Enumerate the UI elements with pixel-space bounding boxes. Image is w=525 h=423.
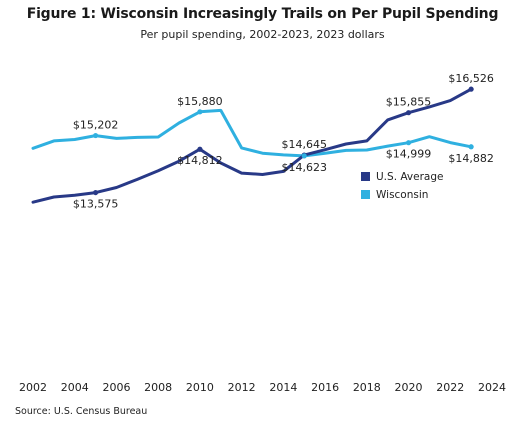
x-tick-label-2008: 2008: [144, 381, 172, 394]
x-tick-label-2022: 2022: [436, 381, 464, 394]
chart-title: Figure 1: Wisconsin Increasingly Trails …: [26, 6, 499, 22]
data-point-marker-us-2010: [197, 146, 203, 152]
x-tick-label-2012: 2012: [228, 381, 256, 394]
data-label-us-2010: $14,812: [177, 154, 223, 167]
data-point-marker-wi-2005: [92, 132, 99, 139]
source-note: Source: U.S. Census Bureau: [15, 406, 148, 417]
x-tick-label-2004: 2004: [61, 381, 89, 394]
data-label-wi-2005: $15,202: [73, 119, 119, 132]
x-tick-label-2010: 2010: [186, 381, 214, 394]
data-point-marker-wi-2015: [301, 153, 307, 159]
x-tick-label-2024: 2024: [478, 381, 506, 394]
legend-label-wi: Wisconsin: [376, 189, 428, 201]
data-label-us-2005: $13,575: [73, 198, 119, 211]
data-label-wi-2015: $14,623: [281, 161, 327, 174]
data-point-marker-wi-2010: [197, 109, 203, 115]
series-line-wisconsin: [31, 108, 473, 158]
chart-subtitle: Per pupil spending, 2002-2023, 2023 doll…: [140, 28, 385, 41]
data-label-us-2023: $16,526: [448, 72, 494, 85]
data-label-us-2020: $15,855: [386, 96, 432, 109]
x-tick-label-2016: 2016: [311, 381, 339, 394]
x-tick-label-2018: 2018: [353, 381, 381, 394]
legend-swatch-wi: [361, 190, 370, 199]
x-tick-label-2014: 2014: [269, 381, 297, 394]
data-point-marker-us-2023: [468, 86, 474, 92]
legend-label-us: U.S. Average: [376, 171, 443, 183]
data-point-marker-wi-2020: [405, 140, 412, 146]
x-tick-label-2006: 2006: [102, 381, 130, 394]
data-label-wi-2023: $14,882: [448, 152, 494, 165]
x-tick-label-2002: 2002: [19, 381, 47, 394]
series-line-u-s-average: [31, 87, 473, 204]
legend-swatch-us: [361, 172, 370, 181]
data-point-marker-wi-2023: [468, 144, 474, 150]
x-tick-label-2020: 2020: [395, 381, 423, 394]
data-label-wi-2020: $14,999: [386, 148, 432, 161]
data-label-us-2015: $14,645: [281, 138, 327, 151]
data-point-marker-us-2020: [405, 110, 412, 116]
data-label-wi-2010: $15,880: [177, 95, 223, 108]
data-point-marker-us-2005: [92, 189, 99, 196]
